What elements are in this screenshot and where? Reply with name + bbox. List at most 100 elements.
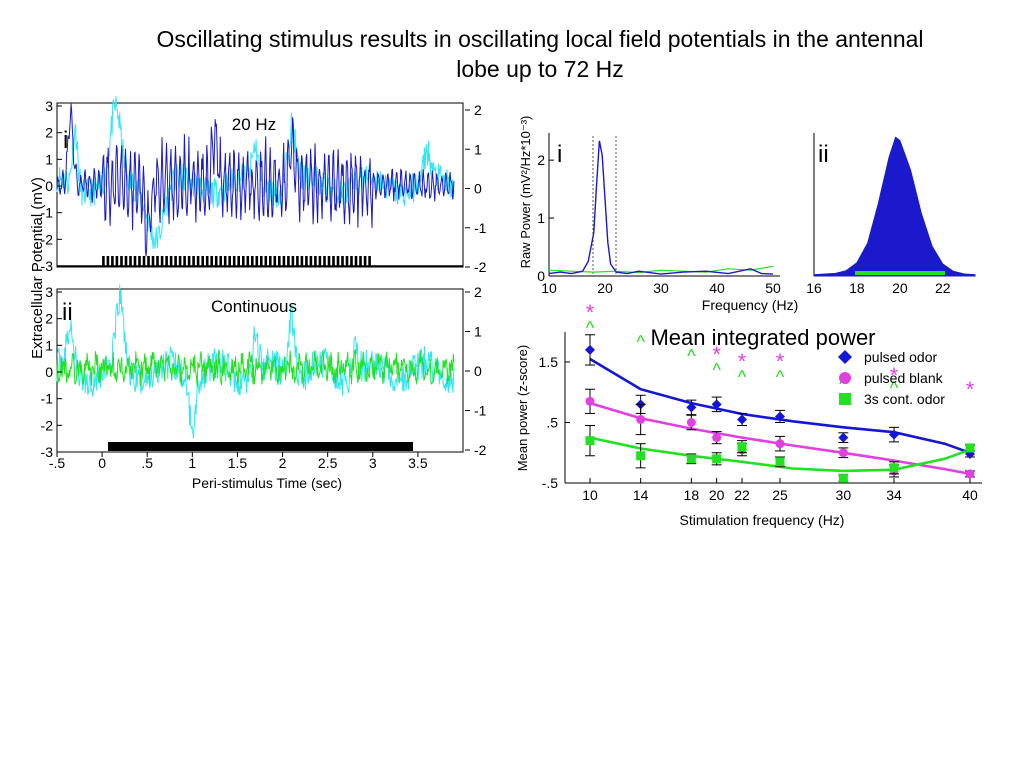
significance-star: * <box>712 342 721 367</box>
data-point-cont-odor <box>737 442 747 452</box>
lfp-i-left-tick-label: -3 <box>41 258 54 274</box>
stimulus-pulse <box>242 256 245 266</box>
lfp-panel-ii-left-ticks: 3 2 1 0 -1 -2 -3 <box>41 284 62 460</box>
stimulus-pulse <box>219 256 222 266</box>
mean-power-fit-line <box>589 436 971 473</box>
slide-title-line-1: Oscillating stimulus results in oscillat… <box>156 26 924 52</box>
data-point-pulsed-odor <box>775 411 785 422</box>
lfp-x-tick-label: .5 <box>141 455 153 471</box>
lfp-panel-i-left-ticks: 3 2 1 0 -1 -2 -3 <box>41 98 62 274</box>
significance-caret: ^ <box>839 374 848 394</box>
mean-power-y-tick-label: 1.5 <box>539 354 559 370</box>
legend-label: pulsed blank <box>864 370 944 386</box>
mean-power-x-axis-label: Stimulation frequency (Hz) <box>680 512 845 528</box>
stimulus-pulse <box>129 256 132 266</box>
data-point-pulsed-odor <box>737 414 747 425</box>
stimulus-pulse <box>147 256 150 266</box>
significance-star: * <box>890 363 899 388</box>
stimulus-pulse <box>264 256 268 266</box>
significance-caret: ^ <box>586 318 595 338</box>
mean-power-fit-line <box>589 401 971 476</box>
data-point-cont-odor <box>889 463 899 473</box>
lfp-i-right-tick-label: -1 <box>474 220 487 236</box>
lfp-panel-i: i 20 Hz 3 2 1 0 -1 -2 -3 2 1 0 -1 -2 <box>41 96 487 275</box>
stimulus-pulse <box>314 256 317 266</box>
legend-swatch-diamond <box>838 350 852 364</box>
spectrum-y-axis-label: Raw Power (mV²/Hz*10⁻³) <box>518 116 533 269</box>
significance-caret: ^ <box>738 367 747 387</box>
stimulus-pulse <box>223 256 227 266</box>
stimulus-pulse <box>359 256 362 266</box>
data-point-pulsed-blank <box>636 414 646 424</box>
stimulus-pulse <box>196 256 200 266</box>
lfp-ii-right-tick-label: 0 <box>474 363 482 379</box>
stimulus-pulse <box>296 256 299 266</box>
spectrum-ii-x-tick-label: 20 <box>892 280 908 296</box>
lfp-i-left-tick-label: -2 <box>41 231 54 247</box>
mean-power-legend: pulsed odor pulsed blank 3s cont. odor <box>838 349 945 407</box>
stimulus-pulse <box>363 256 367 266</box>
data-point-cont-odor <box>686 454 696 464</box>
lfp-ii-left-tick-label: -3 <box>41 444 54 460</box>
spectrum-i-y-tick-label: 1 <box>537 210 545 226</box>
stimulus-pulse <box>336 256 340 266</box>
stimulus-pulse <box>332 256 335 266</box>
lfp-x-tick-label: 2 <box>279 455 287 471</box>
stimulus-pulse <box>300 256 304 266</box>
spectrum-ii-blue-area <box>813 136 976 277</box>
stimulus-pulse <box>106 256 110 266</box>
data-point-pulsed-odor <box>585 344 595 355</box>
data-point-pulsed-blank <box>712 433 722 443</box>
spectrum-i-x-tick-label: 30 <box>653 280 669 296</box>
stimulus-pulse <box>214 256 218 266</box>
lfp-ii-right-tick-label: -1 <box>474 403 487 419</box>
stimulus-pulse <box>318 256 322 266</box>
lfp-panel-ii-stimulus-bar <box>108 442 413 451</box>
spectrum-i-blue-line <box>548 140 774 275</box>
lfp-i-left-tick-label: 2 <box>45 125 53 141</box>
lfp-x-axis-label: Peri-stimulus Time (sec) <box>192 475 342 491</box>
stimulus-pulse <box>341 256 344 266</box>
lfp-i-right-tick-label: -2 <box>474 259 487 275</box>
lfp-panel-i-stimulus-pulses <box>57 256 463 267</box>
lfp-x-tick-label: 1.5 <box>228 455 248 471</box>
data-point-pulsed-odor <box>686 402 697 413</box>
slide-title: Oscillating stimulus results in oscillat… <box>100 24 980 84</box>
legend-swatch-square <box>839 393 851 405</box>
stimulus-pulse <box>151 256 155 266</box>
data-point-cont-odor <box>585 436 595 446</box>
mean-power-x-tick-label: 20 <box>709 487 725 503</box>
data-point-cont-odor <box>636 451 646 461</box>
stimulus-pulse <box>174 256 177 266</box>
data-point-cont-odor <box>712 454 722 464</box>
lfp-ii-right-tick-label: 1 <box>474 324 482 340</box>
lfp-panel-i-cyan-trace <box>56 96 455 249</box>
lfp-ii-left-tick-label: 3 <box>45 284 53 300</box>
lfp-panel-i-title: 20 Hz <box>232 115 276 134</box>
spectrum-ii-x-tick-label: 16 <box>806 280 822 296</box>
mean-power-significance-markers: *^^^ *^ *^*^ ^ *^ * <box>586 300 975 402</box>
stimulus-pulse <box>251 256 254 266</box>
significance-star: * <box>738 349 747 374</box>
spectrum-i-y-tick-label: 0 <box>537 268 545 284</box>
spectrum-i-x-tick-label: 50 <box>765 280 781 296</box>
lfp-x-tick-label: 0 <box>98 455 106 471</box>
lfp-x-tick-label: 3 <box>369 455 377 471</box>
data-point-pulsed-odor <box>838 432 849 443</box>
stimulus-pulse <box>305 256 308 266</box>
lfp-ii-left-tick-label: -1 <box>41 391 54 407</box>
lfp-panel-ii: ii Continuous 3 2 1 0 -1 -2 -3 2 1 0 -1 -2 -.5 0 .5 1… <box>41 284 487 491</box>
mean-power-data-points <box>585 334 975 483</box>
lfp-y-axis-label: Extracellular Potential (mV) <box>29 177 46 359</box>
stimulus-pulse <box>187 256 191 266</box>
stimulus-pulse <box>246 256 250 266</box>
stimulus-pulse <box>210 256 213 266</box>
spectrum-i-y-tick-label: 2 <box>537 152 545 168</box>
lfp-ii-left-tick-label: 1 <box>45 337 53 353</box>
lfp-panel-i-label: i <box>63 127 68 154</box>
stimulus-pulse <box>278 256 281 266</box>
significance-caret: ^ <box>636 332 645 352</box>
stimulus-pulse <box>111 256 114 266</box>
lfp-x-tick-label: 2.5 <box>318 455 338 471</box>
stimulus-pulse <box>368 256 371 266</box>
